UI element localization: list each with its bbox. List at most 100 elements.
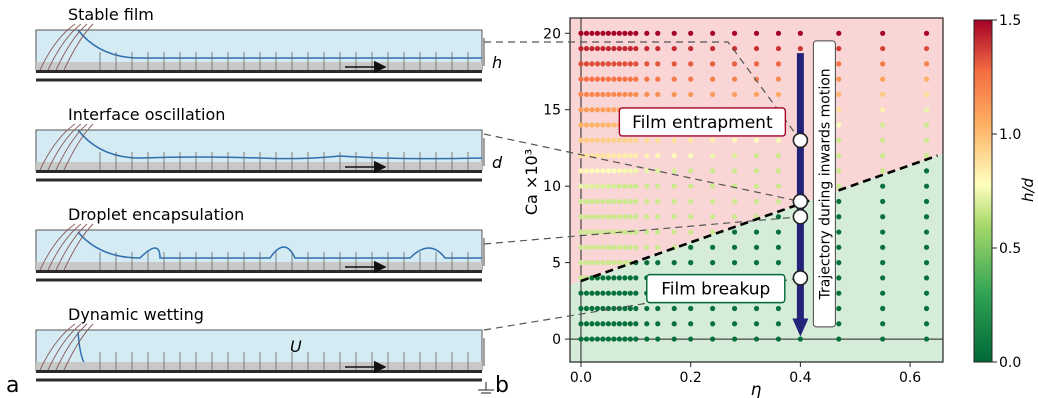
data-point	[578, 321, 584, 327]
data-point	[753, 305, 760, 312]
data-point	[710, 183, 716, 189]
data-point	[731, 30, 738, 36]
wall-bottom	[36, 270, 482, 273]
data-point	[605, 30, 611, 36]
data-point	[578, 214, 584, 220]
region-entrapment	[570, 18, 943, 285]
droplet-contour	[47, 23, 82, 71]
data-point	[731, 153, 738, 159]
data-point	[923, 153, 930, 159]
data-point	[583, 168, 590, 174]
data-point	[616, 290, 622, 296]
data-point	[616, 30, 622, 36]
data-point	[880, 30, 886, 36]
x-axis-label: η	[751, 380, 762, 398]
data-point	[589, 260, 595, 266]
data-point	[836, 122, 842, 128]
data-point	[923, 260, 930, 266]
data-point	[797, 30, 803, 36]
data-point	[594, 214, 601, 220]
x-tick-label: 0.6	[899, 370, 921, 386]
data-point	[616, 61, 622, 67]
data-point	[616, 275, 622, 281]
data-point	[644, 45, 650, 52]
data-point	[775, 229, 782, 235]
data-point	[923, 305, 930, 312]
data-point	[655, 168, 661, 174]
data-point	[753, 183, 760, 189]
data-point	[753, 91, 760, 98]
data-point	[600, 321, 606, 327]
data-point	[594, 198, 601, 205]
data-point	[627, 275, 633, 281]
panel-a-letter: a	[6, 373, 19, 398]
chart-overlay: Trajectory during inwards motion Film ent…	[483, 40, 938, 337]
droplet-contour	[63, 23, 94, 71]
data-point	[775, 137, 782, 143]
data-point	[578, 244, 584, 250]
data-point	[594, 244, 601, 250]
data-point	[710, 229, 716, 235]
data-point	[836, 137, 842, 143]
data-point	[688, 229, 694, 235]
data-point	[589, 336, 595, 342]
data-point	[605, 260, 611, 266]
data-point	[589, 244, 595, 250]
data-point	[880, 91, 886, 98]
data-point	[633, 214, 639, 220]
data-point	[594, 321, 601, 327]
data-point	[775, 336, 782, 342]
data-point	[594, 229, 601, 235]
data-point	[880, 137, 886, 143]
data-point	[611, 290, 617, 296]
data-point	[923, 76, 930, 82]
data-point	[594, 290, 601, 296]
data-point	[775, 168, 782, 174]
data-point	[880, 61, 886, 67]
data-point	[655, 214, 661, 220]
data-point	[627, 137, 633, 143]
data-point	[644, 244, 650, 250]
region-breakup	[570, 153, 943, 362]
data-point	[923, 183, 930, 189]
data-point	[605, 290, 611, 296]
x-tick-label: 0.4	[789, 370, 811, 386]
data-point	[605, 183, 611, 189]
data-point	[923, 198, 930, 205]
data-point	[589, 229, 595, 235]
data-point	[880, 305, 886, 312]
data-point	[836, 45, 842, 52]
data-point	[710, 244, 716, 250]
droplet-contour	[63, 123, 94, 171]
data-point	[688, 45, 694, 52]
data-point	[753, 153, 760, 159]
data-point	[655, 153, 661, 159]
data-point	[605, 244, 611, 250]
data-point	[616, 321, 622, 327]
data-point	[622, 260, 628, 266]
connector-line	[483, 133, 801, 203]
data-point	[578, 76, 584, 82]
data-point	[583, 229, 590, 235]
data-point	[616, 244, 622, 250]
data-point	[644, 61, 650, 67]
data-point	[627, 305, 633, 312]
data-point	[880, 336, 886, 342]
data-point	[880, 76, 886, 82]
data-point	[710, 260, 716, 266]
data-point	[836, 107, 842, 113]
data-point	[594, 137, 601, 143]
data-point	[616, 91, 622, 98]
data-point	[710, 153, 716, 159]
data-point	[923, 107, 930, 113]
data-point	[600, 244, 606, 250]
interface-curve	[77, 231, 482, 259]
data-point	[605, 76, 611, 82]
data-point	[578, 122, 584, 128]
panel-a: Stable film h Interface oscillation d Drople…	[35, 5, 503, 394]
schematic-1: Stable film h	[35, 5, 502, 82]
data-point	[616, 45, 622, 52]
data-point	[655, 305, 661, 312]
interface-curve	[77, 331, 85, 363]
data-point	[836, 168, 842, 174]
